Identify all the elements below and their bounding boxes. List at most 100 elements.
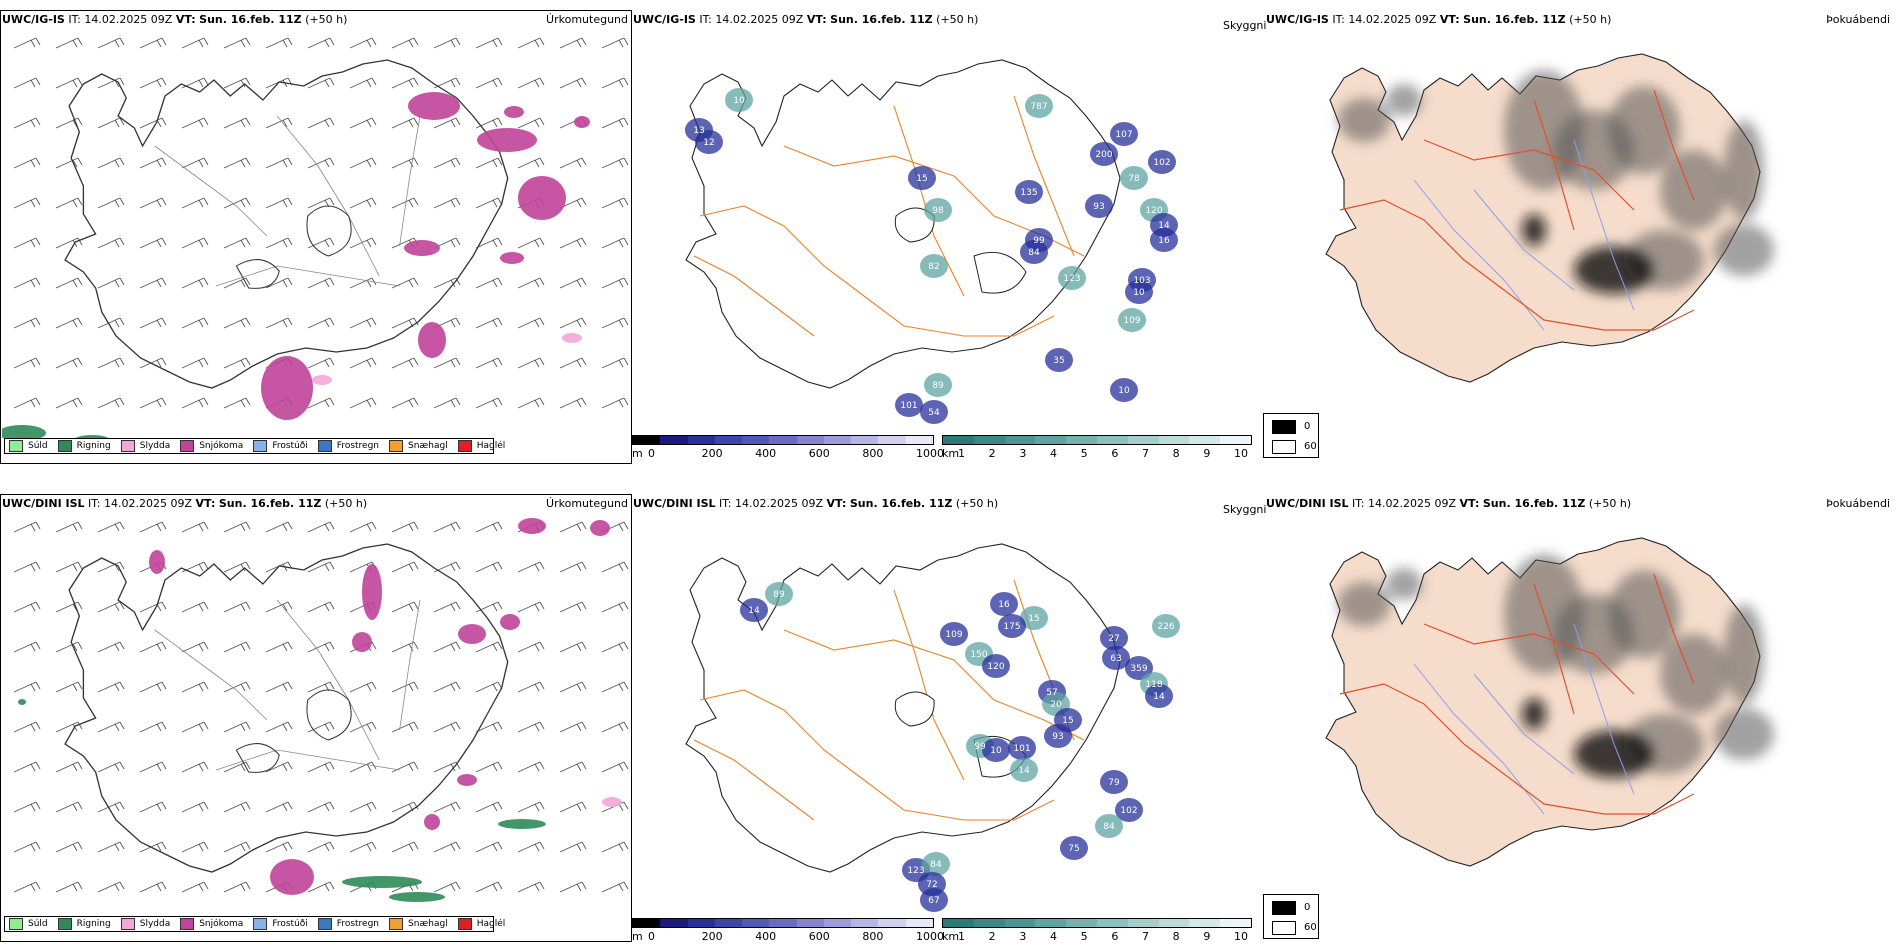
wind-barb [601, 721, 629, 733]
precipitation-area [312, 375, 332, 385]
wind-barb [55, 561, 83, 573]
visibility-label: 200 [1095, 150, 1112, 160]
wind-barb [181, 681, 209, 693]
visibility-area [1125, 280, 1153, 304]
wind-barb [559, 397, 587, 409]
precipitation-area [18, 699, 26, 705]
wind-barb [601, 681, 629, 693]
wind-barb [13, 357, 41, 369]
wind-barb [55, 761, 83, 773]
it-value: 14.02.2025 09Z [104, 497, 193, 510]
wind-barb [223, 277, 251, 289]
colorbar-tick: 1 [958, 930, 965, 943]
legend-item: Snæhagl [389, 918, 448, 930]
wind-barb [391, 277, 419, 289]
iceland-outline [64, 59, 509, 389]
wind-barb [223, 841, 251, 853]
wind-barb [181, 841, 209, 853]
visibility-label: 89 [932, 381, 944, 391]
precipitation-area [504, 106, 524, 118]
vt-label: VT: [175, 13, 196, 26]
visibility-label: 120 [987, 662, 1004, 672]
model-name: UWC/DINI ISL [1266, 497, 1349, 510]
visibility-area [895, 393, 923, 417]
wind-barb [433, 841, 461, 853]
wind-barb [601, 561, 629, 573]
wind-barb [139, 317, 167, 329]
wind-barb [601, 641, 629, 653]
colorbar-tick: 1000 [916, 447, 944, 460]
wind-barb [475, 357, 503, 369]
visibility-label: 102 [1153, 158, 1170, 168]
visibility-area [1110, 378, 1138, 402]
legend-label: Frostregn [336, 441, 380, 451]
wind-barb [223, 197, 251, 209]
colorbar-tick: 4 [1050, 447, 1057, 460]
wind-barb [307, 601, 335, 613]
wind-barb [181, 641, 209, 653]
precipitation-area [270, 859, 314, 895]
colorbar-tick: 2 [988, 447, 996, 460]
colorbar-cell [1066, 436, 1097, 444]
product-name: Þokuábendi [1826, 13, 1890, 26]
fog-label-low: 0 [1304, 421, 1311, 432]
wind-barb [391, 521, 419, 533]
wind-barb [97, 521, 125, 533]
vt-label: VT: [195, 497, 216, 510]
legend-label: Snjókoma [199, 441, 244, 451]
colorbar-tick: 7 [1142, 930, 1149, 943]
wind-barb [559, 801, 587, 813]
vt-value: Sun. 16.feb. 11Z [1463, 13, 1566, 26]
colorbar-tick: 2 [988, 930, 996, 943]
wind-barb [349, 521, 377, 533]
wind-barb [265, 641, 293, 653]
legend-swatch [9, 440, 23, 452]
wind-barb [601, 237, 629, 249]
lead-time: (+50 h) [1588, 497, 1632, 510]
legend-item: Rigning [57, 918, 111, 930]
colorbar-cell [769, 919, 797, 927]
colorbar-cell [1004, 436, 1036, 444]
wind-barb [55, 601, 83, 613]
wind-barb [139, 881, 167, 893]
wind-barb [517, 841, 545, 853]
wind-barb [391, 117, 419, 129]
wind-barb [13, 157, 41, 169]
wind-barb [559, 317, 587, 329]
wind-barb [391, 681, 419, 693]
precipitation-area [562, 333, 582, 343]
fog-index-map [1325, 537, 1774, 867]
visibility-area [1095, 814, 1123, 838]
wind-barb [55, 357, 83, 369]
wind-barb [265, 317, 293, 329]
wind-barb [517, 641, 545, 653]
colorbar-cell [905, 919, 933, 927]
wind-barb [181, 881, 209, 893]
wind-barb [181, 521, 209, 533]
fog-area [1574, 246, 1654, 294]
colorbar-cell [878, 436, 906, 444]
wind-barb [223, 601, 251, 613]
precipitation-area [500, 252, 524, 264]
wind-barb [601, 761, 629, 773]
colorbar-tick: 400 [755, 447, 777, 460]
wind-barb [181, 277, 209, 289]
wind-barb [391, 841, 419, 853]
wind-barb [433, 881, 461, 893]
colorbar-cell [633, 436, 661, 444]
wind-barb [349, 197, 377, 209]
wind-barb [559, 277, 587, 289]
visibility-label: 175 [1003, 622, 1020, 632]
vt-value: Sun. 16.feb. 11Z [199, 13, 302, 26]
wind-barb [265, 277, 293, 289]
legend-item: Frostregn [317, 440, 380, 452]
precipitation-area [389, 892, 445, 902]
wind-barb [223, 521, 251, 533]
colorbar-cell [714, 436, 743, 444]
it-label: IT: [68, 13, 81, 26]
wind-barb [475, 881, 503, 893]
legend-item: Haglél [457, 918, 505, 930]
it-value: 14.02.2025 09Z [1368, 497, 1457, 510]
precipitation-area [2, 425, 46, 440]
fog-area [1660, 150, 1728, 230]
